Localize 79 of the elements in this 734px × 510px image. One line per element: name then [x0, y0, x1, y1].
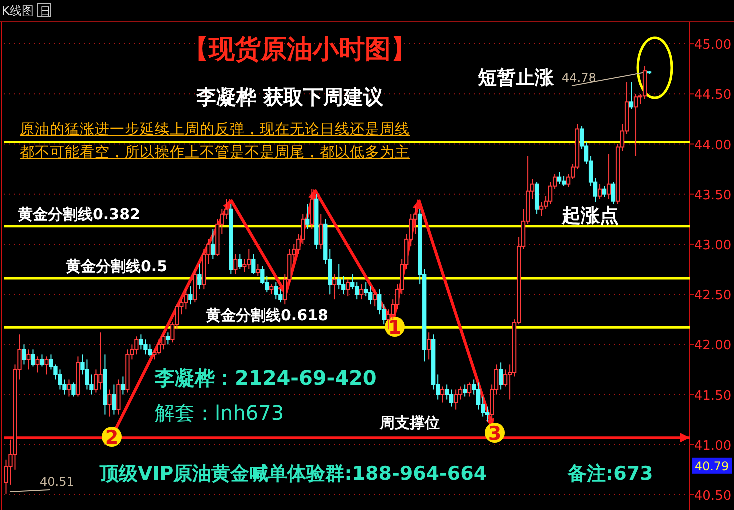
- candlestick: [108, 389, 112, 418]
- candlestick: [634, 94, 638, 157]
- annotation: 原油的猛涨进一步延续上周的反弹，现在无论日线还是周线: [20, 121, 410, 138]
- candlestick: [557, 172, 562, 185]
- annotation: 都不可能看空，所以操作上不管是不是周尾，都以低多为主: [20, 144, 410, 161]
- candlestick: [211, 228, 216, 260]
- candlestick: [440, 386, 445, 404]
- annotation: 顶级VIP原油黄金喊单体验群:188-964-664: [99, 463, 488, 485]
- annotation: 备注:673: [567, 463, 654, 485]
- annotation: 2: [105, 427, 119, 449]
- candlestick: [274, 282, 278, 300]
- candlestick: [26, 349, 31, 370]
- text: 李凝桦 获取下周建议: [196, 85, 384, 109]
- y-tick-label: 43.50: [694, 188, 732, 204]
- candlestick: [31, 349, 36, 368]
- y-tick-label: 44.00: [694, 138, 732, 154]
- candlestick: [40, 354, 44, 368]
- candlestick: [606, 154, 612, 200]
- candlestick: [468, 382, 472, 398]
- annotation: 1: [388, 317, 402, 339]
- candlestick: [611, 182, 616, 205]
- candlestick: [44, 356, 49, 376]
- text: K线图: [2, 4, 34, 18]
- annotation: 解套：lnh673: [155, 401, 284, 425]
- candlestick: [463, 384, 468, 398]
- y-tick-label: 41.00: [694, 438, 732, 454]
- y-tick-label: 42.50: [694, 288, 732, 304]
- candlestick: [602, 186, 607, 198]
- candlestick: [198, 264, 202, 290]
- candlestick: [234, 254, 238, 276]
- candlestick: [445, 384, 450, 400]
- candlestick: [598, 184, 602, 200]
- candlestick: [22, 344, 26, 366]
- annotation: 3: [488, 423, 502, 445]
- candlestick: [373, 289, 378, 308]
- candlestick: [319, 214, 324, 250]
- candlestick: [629, 82, 634, 110]
- candlestick: [270, 284, 274, 296]
- candlestick: [364, 282, 368, 298]
- text: 【现货原油小时图】: [183, 35, 417, 65]
- candlestick: [166, 332, 170, 346]
- text: 40.79: [694, 459, 730, 474]
- annotation: 44.78: [562, 71, 596, 85]
- annotation: 40.51: [40, 475, 74, 489]
- candlestick: [112, 384, 116, 416]
- candlestick: [503, 369, 508, 388]
- candlestick: [498, 362, 504, 390]
- candlestick: [360, 284, 364, 300]
- candlestick: [72, 382, 76, 398]
- candlestick: [188, 286, 193, 306]
- y-tick-label: 40.50: [694, 488, 732, 504]
- ref-line-label: 黄金分割线0.382: [17, 205, 140, 224]
- text: 日: [40, 5, 51, 18]
- candlestick: [252, 254, 256, 276]
- candlestick: [256, 264, 260, 278]
- y-tick-label: 41.50: [694, 388, 732, 404]
- candlestick: [332, 274, 337, 300]
- annotation: 起涨点: [561, 205, 619, 227]
- candlestick: [427, 332, 432, 360]
- candlestick: [539, 202, 544, 217]
- ref-line-label: 黄金分割线0.5: [65, 258, 168, 276]
- candlestick: [306, 204, 310, 230]
- ref-line-label: 周支撑位: [379, 414, 440, 432]
- y-tick-label: 45.00: [694, 38, 732, 54]
- candlestick: [238, 254, 242, 270]
- y-tick-label: 42.00: [694, 338, 732, 354]
- candlestick: [242, 258, 247, 274]
- ref-line-label: 黄金分割线0.618: [205, 306, 328, 325]
- candlestick: [67, 379, 72, 398]
- annotation: 李凝桦：2124-69-420: [154, 366, 377, 390]
- y-tick-label: 43.00: [694, 238, 732, 254]
- candlestick: [36, 356, 40, 374]
- y-tick-label: 44.50: [694, 88, 732, 104]
- candlestick: [121, 376, 126, 396]
- candlestick: [337, 264, 342, 290]
- annotation: 短暂止涨: [477, 67, 555, 89]
- candlestick: [346, 279, 350, 298]
- candlestick: [562, 176, 566, 187]
- candlestick: [454, 389, 458, 410]
